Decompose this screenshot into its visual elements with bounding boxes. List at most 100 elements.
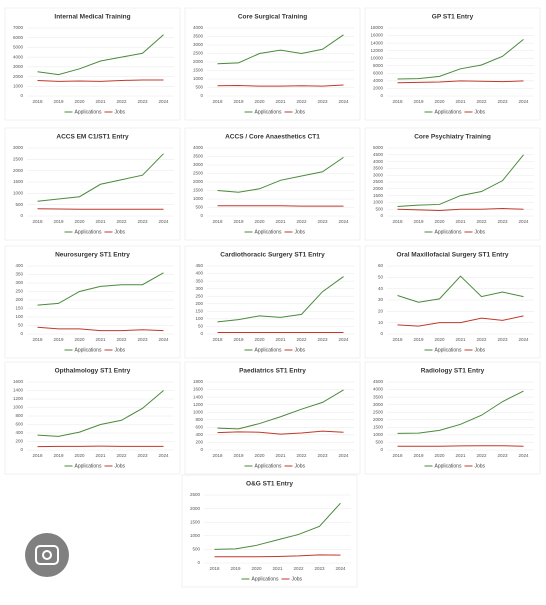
legend-label: Jobs (295, 229, 306, 235)
chart-title: Core Psychiatry Training (414, 134, 491, 141)
x-tick-label: 2018 (212, 99, 223, 104)
x-tick-label: 2024 (158, 337, 169, 342)
x-tick-label: 2020 (434, 99, 445, 104)
x-tick-label: 2018 (392, 337, 403, 342)
y-tick-label: 150 (15, 306, 23, 311)
legend-label: Applications (75, 347, 102, 353)
x-tick-label: 2022 (476, 219, 487, 224)
y-tick-label: 1000 (13, 191, 24, 196)
x-tick-label: 2021 (95, 337, 106, 342)
x-tick-label: 2022 (296, 219, 307, 224)
chart-title: Opthalmology ST1 Entry (55, 368, 131, 375)
x-tick-label: 2023 (497, 219, 508, 224)
y-tick-label: 4000 (373, 78, 384, 83)
x-tick-label: 2024 (518, 453, 529, 458)
x-tick-label: 2019 (53, 219, 64, 224)
x-tick-label: 2021 (95, 453, 106, 458)
x-tick-label: 2024 (338, 99, 349, 104)
x-tick-label: 2021 (455, 453, 466, 458)
legend-label: Applications (75, 229, 102, 235)
chart-frame (5, 128, 180, 240)
y-tick-label: 3000 (373, 172, 384, 177)
y-tick-label: 2500 (190, 492, 201, 497)
y-tick-label: 3500 (373, 394, 384, 399)
x-tick-label: 2018 (392, 453, 403, 458)
y-tick-label: 2000 (190, 506, 201, 511)
y-tick-label: 1500 (13, 179, 24, 184)
x-tick-label: 2020 (254, 219, 265, 224)
legend-label: Jobs (292, 576, 303, 582)
x-tick-label: 2018 (392, 99, 403, 104)
x-tick-label: 2021 (275, 337, 286, 342)
y-tick-label: 200 (15, 297, 23, 302)
chart: Radiology ST1 Entry050010001500200025003… (365, 362, 540, 474)
y-tick-label: 200 (15, 439, 23, 444)
legend-label: Applications (435, 229, 462, 235)
legend-label: Applications (75, 463, 102, 469)
x-tick-label: 2022 (476, 99, 487, 104)
y-tick-label: 3000 (13, 64, 24, 69)
legend-label: Applications (252, 576, 279, 582)
x-tick-label: 2020 (74, 99, 85, 104)
y-tick-label: 1000 (193, 76, 204, 81)
x-tick-label: 2023 (317, 99, 328, 104)
chart: ACCS / Core Anaesthetics CT1050010001500… (185, 128, 360, 240)
y-tick-label: 4500 (373, 379, 384, 384)
y-tick-label: 1000 (190, 533, 201, 538)
legend-label: Jobs (475, 109, 486, 115)
x-tick-label: 2024 (338, 453, 349, 458)
y-tick-label: 3500 (193, 34, 204, 39)
x-tick-label: 2022 (476, 337, 487, 342)
y-tick-label: 1000 (13, 405, 24, 410)
x-tick-label: 2018 (32, 99, 43, 104)
y-tick-label: 4000 (373, 387, 384, 392)
x-tick-label: 2024 (338, 219, 349, 224)
y-tick-label: 12000 (370, 48, 383, 53)
y-tick-label: 6000 (13, 35, 24, 40)
x-tick-label: 2023 (137, 337, 148, 342)
y-tick-label: 4000 (373, 159, 384, 164)
legend-label: Jobs (115, 109, 126, 115)
legend-label: Jobs (295, 463, 306, 469)
x-tick-label: 2023 (314, 566, 325, 571)
y-tick-label: 250 (195, 293, 203, 298)
chart: ACCS EM C1/ST1 Entry05001000150020002500… (5, 128, 180, 240)
x-tick-label: 2021 (455, 337, 466, 342)
chart-frame (365, 362, 540, 474)
y-tick-label: 5000 (373, 145, 384, 150)
x-tick-label: 2020 (434, 337, 445, 342)
chart-title: Radiology ST1 Entry (421, 368, 485, 375)
y-tick-label: 16000 (370, 33, 383, 38)
chart: Paediatrics ST1 Entry0200400600800100012… (185, 362, 360, 474)
x-tick-label: 2021 (95, 219, 106, 224)
y-tick-label: 50 (18, 323, 24, 328)
x-tick-label: 2020 (251, 566, 262, 571)
x-tick-label: 2024 (518, 99, 529, 104)
x-tick-label: 2021 (455, 219, 466, 224)
y-tick-label: 2000 (373, 186, 384, 191)
y-tick-label: 1200 (13, 396, 24, 401)
y-tick-label: 4000 (193, 145, 204, 150)
legend-label: Jobs (295, 347, 306, 353)
y-tick-label: 20 (378, 309, 384, 314)
x-tick-label: 2021 (275, 219, 286, 224)
x-tick-label: 2023 (497, 99, 508, 104)
x-tick-label: 2024 (335, 566, 346, 571)
x-tick-label: 2019 (233, 337, 244, 342)
x-tick-label: 2018 (212, 337, 223, 342)
y-tick-label: 400 (195, 271, 203, 276)
y-tick-label: 2500 (373, 179, 384, 184)
y-tick-label: 350 (15, 272, 23, 277)
chart: Oral Maxillofacial Surgery ST1 Entry0102… (365, 246, 540, 358)
x-tick-label: 2019 (413, 219, 424, 224)
y-tick-label: 300 (195, 286, 203, 291)
y-tick-label: 250 (15, 289, 23, 294)
x-tick-label: 2020 (254, 337, 265, 342)
x-tick-label: 2023 (137, 453, 148, 458)
y-tick-label: 300 (15, 280, 23, 285)
chart: Neurosurgery ST1 Entry050100150200250300… (5, 246, 180, 358)
y-tick-label: 100 (15, 314, 23, 319)
chart-frame (5, 362, 180, 474)
x-tick-label: 2021 (275, 453, 286, 458)
x-tick-label: 2024 (518, 219, 529, 224)
